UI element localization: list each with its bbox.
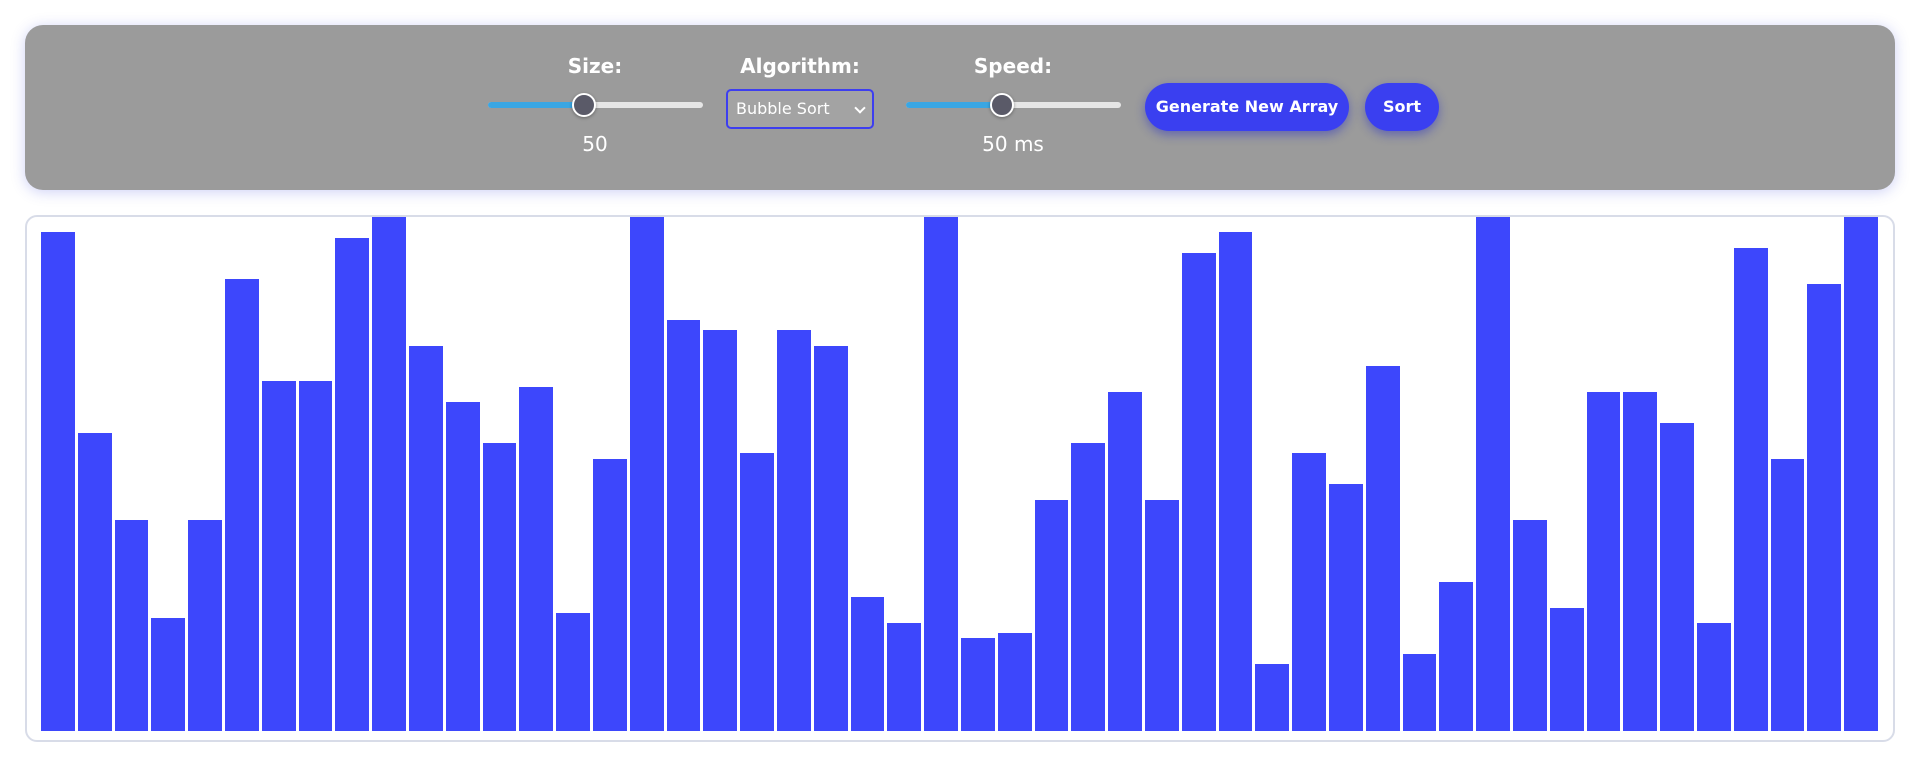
size-value: 50	[582, 132, 608, 156]
array-bar	[1770, 458, 1805, 731]
array-bar	[961, 638, 995, 731]
array-bar	[629, 217, 664, 731]
array-visualizer	[25, 215, 1895, 742]
array-bar	[1255, 664, 1290, 731]
algorithm-label: Algorithm:	[740, 54, 860, 78]
array-bar	[1844, 217, 1878, 731]
array-bar	[225, 278, 259, 731]
array-bar	[1439, 581, 1474, 731]
array-bar	[445, 402, 480, 731]
array-bar	[114, 520, 149, 731]
chevron-down-icon	[854, 102, 866, 114]
array-bar	[41, 232, 75, 731]
size-control: Size: 50	[485, 53, 705, 156]
array-bar	[1586, 391, 1621, 731]
control-panel: Size: 50 Algorithm: Bubble Sort Speed: 5…	[25, 25, 1895, 190]
array-bar	[1218, 232, 1253, 731]
array-bar	[1329, 484, 1363, 731]
array-bar	[1807, 283, 1842, 731]
array-bar	[924, 217, 958, 731]
sort-button[interactable]: Sort	[1365, 83, 1439, 131]
array-bar	[298, 381, 333, 731]
array-bar	[556, 612, 590, 731]
speed-value: 50 ms	[982, 132, 1044, 156]
array-bar	[1513, 520, 1547, 731]
array-bar	[813, 345, 848, 731]
array-bar	[703, 330, 738, 731]
array-bar	[188, 520, 222, 731]
array-bar	[261, 381, 296, 731]
bars-area	[41, 217, 1881, 731]
speed-slider[interactable]	[905, 93, 1121, 117]
array-bar	[409, 345, 443, 731]
array-bar	[1623, 391, 1658, 731]
array-bar	[1365, 366, 1400, 731]
algorithm-select[interactable]: Bubble Sort	[726, 89, 874, 129]
size-slider[interactable]	[487, 93, 703, 117]
array-bar	[519, 386, 554, 731]
array-bar	[151, 617, 186, 731]
generate-new-array-button[interactable]: Generate New Array	[1145, 83, 1349, 131]
array-bar	[1071, 443, 1106, 731]
speed-control: Speed: 50 ms	[903, 53, 1123, 156]
array-bar	[1476, 217, 1510, 731]
array-bar	[1549, 607, 1584, 731]
array-bar	[850, 597, 885, 731]
array-bar	[777, 330, 811, 731]
array-bar	[1402, 653, 1437, 731]
array-bar	[666, 319, 701, 731]
algorithm-selected-value: Bubble Sort	[736, 99, 830, 118]
array-bar	[1292, 453, 1326, 731]
array-bar	[1034, 499, 1069, 731]
array-bar	[1697, 623, 1731, 731]
size-label: Size:	[567, 54, 623, 78]
array-bar	[1108, 391, 1142, 731]
speed-label: Speed:	[973, 54, 1053, 78]
array-bar	[887, 623, 922, 731]
array-bar	[1145, 499, 1179, 731]
size-slider-thumb[interactable]	[572, 93, 597, 117]
array-bar	[1660, 422, 1694, 731]
array-bar	[1181, 252, 1216, 731]
array-bar	[740, 453, 774, 731]
array-bar	[482, 443, 517, 731]
array-bar	[997, 633, 1032, 731]
array-bar	[372, 217, 406, 731]
array-bar	[77, 432, 112, 731]
size-slider-fill	[487, 102, 585, 108]
speed-slider-thumb[interactable]	[990, 93, 1015, 117]
algorithm-control: Algorithm: Bubble Sort	[725, 53, 875, 129]
speed-slider-fill	[905, 102, 1003, 108]
array-bar	[335, 237, 370, 731]
array-bar	[1733, 247, 1768, 731]
array-bar	[593, 458, 627, 731]
